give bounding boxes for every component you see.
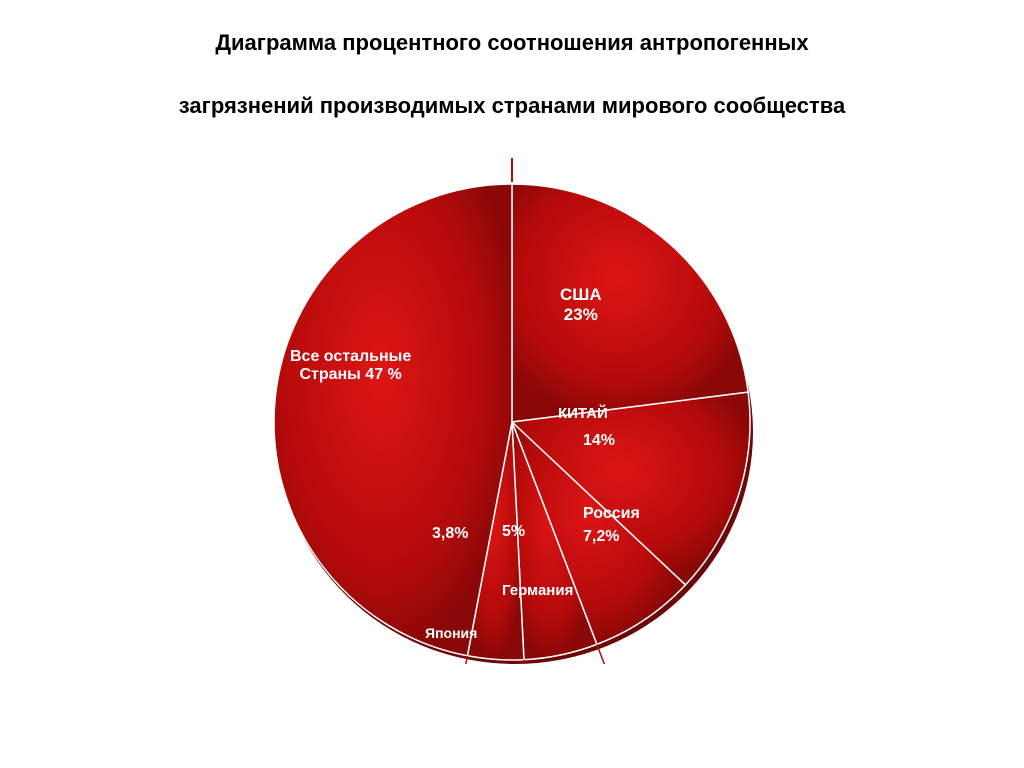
label-russia: Россия	[583, 505, 640, 523]
title-line-1: Диаграмма процентного соотношения антроп…	[0, 28, 1024, 59]
label-others: Все остальныеСтраны 47 %	[290, 348, 411, 384]
label-germany-pct: 5%	[502, 523, 525, 541]
title-line-2: загрязнений производимых странами мирово…	[0, 91, 1024, 122]
label-russia-pct: 7,2%	[583, 528, 619, 546]
label-china: КИТАЙ	[558, 405, 608, 422]
label-japan-pct: 3,8%	[432, 525, 468, 543]
pie-slice	[512, 184, 748, 422]
label-china-pct: 14%	[583, 432, 615, 450]
label-japan: Япония	[425, 625, 477, 641]
label-usa: США23%	[560, 285, 602, 325]
label-germany: Германия	[502, 582, 573, 599]
pie-slice	[274, 184, 512, 656]
top-tick	[511, 158, 513, 182]
